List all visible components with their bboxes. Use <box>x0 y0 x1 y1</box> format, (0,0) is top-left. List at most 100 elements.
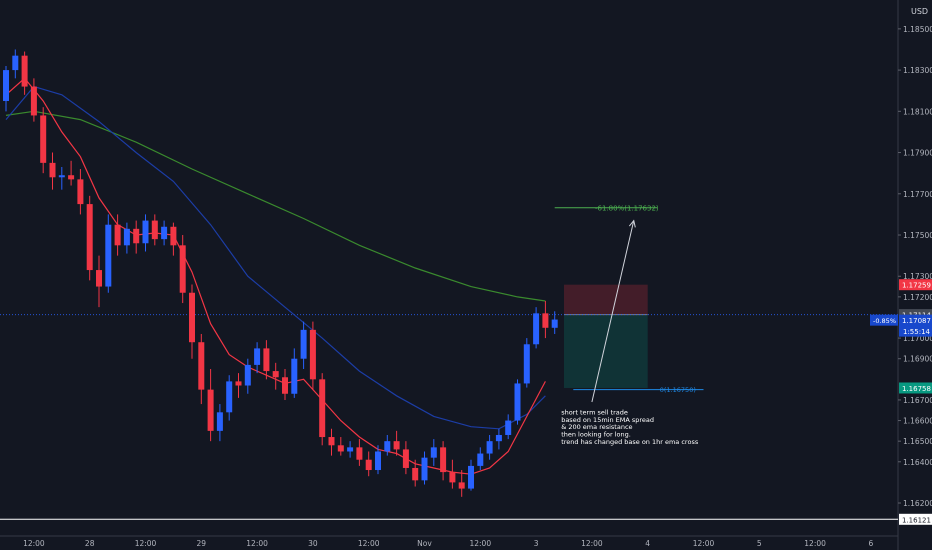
candle-body <box>161 226 168 240</box>
position-zones[interactable] <box>564 284 648 388</box>
price-tick-label: 1.17200 <box>903 293 932 302</box>
candle-body <box>170 226 177 246</box>
candle-body <box>49 162 56 178</box>
candle-body <box>542 313 549 328</box>
candle-body <box>282 377 288 394</box>
candles <box>3 49 558 497</box>
candle-body <box>207 389 214 431</box>
price-tick-label: 1.17000 <box>903 334 932 343</box>
ema-mid-line <box>5 85 546 430</box>
price-tick-label: 1.17700 <box>903 190 932 199</box>
candle-body <box>12 55 19 71</box>
stop-price-label: 1.17259 <box>902 282 931 290</box>
time-tick-label: 12:00 <box>246 539 268 548</box>
candle-body <box>440 447 447 473</box>
time-tick-label: 12:00 <box>581 539 603 548</box>
candle-body <box>272 371 279 378</box>
candle-body <box>421 457 428 481</box>
candle-body <box>486 441 493 454</box>
candle-body <box>114 224 121 246</box>
indicator-lines <box>0 77 898 520</box>
time-tick-label: 5 <box>757 539 762 548</box>
candle-body <box>430 447 437 458</box>
candle-body <box>309 329 316 380</box>
time-tick-label: 12:00 <box>358 539 380 548</box>
candle-body <box>495 434 502 442</box>
candle-body <box>198 342 205 390</box>
time-tick-label: 3 <box>534 539 539 548</box>
currency-label[interactable]: USD <box>911 7 928 16</box>
price-tick-label: 1.18500 <box>903 25 932 34</box>
candle-body <box>458 482 465 489</box>
target-price-label-bg <box>899 382 932 394</box>
ema-slow-line <box>5 110 546 302</box>
candle-body <box>551 319 558 328</box>
price-tick-label: 1.18300 <box>903 66 932 75</box>
current-price-label: 1.17087 <box>902 317 931 325</box>
time-tick-label: 12:00 <box>135 539 157 548</box>
hline-price-label: 1.16121 <box>902 516 931 524</box>
price-tick-label: 1.18100 <box>903 107 932 116</box>
time-tick-label: 28 <box>85 539 95 548</box>
price-axis: 1.18500 1.18300 1.18100 1.17900 1.17700 1.175… <box>897 0 932 550</box>
price-tick-label: 1.16400 <box>903 458 932 467</box>
price-tick-label: 1.16600 <box>903 417 932 426</box>
candle-body <box>263 348 270 372</box>
candle-body <box>105 224 112 287</box>
price-tick-label: 1.16500 <box>903 437 932 446</box>
candle-body <box>449 472 456 483</box>
time-tick-label: 12:00 <box>693 539 715 548</box>
candle-body <box>347 447 354 452</box>
candle-body <box>533 313 540 345</box>
candle-body <box>393 441 400 450</box>
hline-price-label-bg <box>899 513 932 525</box>
drawings[interactable]: -61.80%(1.17632) 0(1.16750) short term sel… <box>554 204 704 446</box>
candle-body <box>216 412 223 431</box>
candle-body <box>505 420 512 435</box>
countdown-label: 1:55:14 <box>903 328 931 336</box>
candle-body <box>244 364 251 386</box>
candle-body <box>514 383 521 421</box>
change-badge-bg <box>870 314 898 326</box>
candle-body <box>291 358 298 394</box>
candle-body <box>123 228 130 246</box>
target-price-label: 1.16758 <box>902 385 931 393</box>
annotation-line: trend has changed base on 1hr ema cross <box>561 438 699 446</box>
candle-body <box>300 329 307 359</box>
candle-body <box>365 459 372 471</box>
candle-body <box>356 447 363 460</box>
arrow-line[interactable] <box>591 220 635 403</box>
candle-body <box>21 55 28 87</box>
time-tick-label: 29 <box>197 539 207 548</box>
time-tick-label: 12:00 <box>23 539 45 548</box>
candle-body <box>3 70 9 102</box>
price-tick-label: 1.16700 <box>903 396 932 405</box>
take-profit-zone[interactable] <box>564 314 648 388</box>
candle-body <box>375 451 381 471</box>
ema-fast-line <box>5 77 546 475</box>
change-badge: -0.85% <box>873 317 896 325</box>
candle-body <box>30 86 37 116</box>
candle-body <box>77 179 84 205</box>
candle-body <box>337 445 344 452</box>
time-tick-label: 30 <box>308 539 318 548</box>
annotation-line: short term sell trade <box>561 408 628 416</box>
time-tick-label: 4 <box>645 539 650 548</box>
annotation-line: then looking for long. <box>561 431 631 439</box>
candle-body <box>68 175 75 180</box>
candle-body <box>402 449 409 468</box>
candle-body <box>235 381 242 386</box>
time-tick-label: 6 <box>869 539 874 548</box>
candle-body <box>86 204 93 271</box>
annotation-line: & 200 ema resistance <box>561 423 632 431</box>
entry-price-label-bg <box>899 309 932 321</box>
price-tick-label: 1.17500 <box>903 231 932 240</box>
candle-body <box>412 467 419 481</box>
current-price-label-bg <box>899 314 932 337</box>
candle-body <box>477 453 484 466</box>
candle-body <box>523 344 530 384</box>
stop-loss-zone[interactable] <box>564 284 648 315</box>
annotation-line: based on 15min EMA spread <box>561 416 654 424</box>
candle-body <box>96 270 102 287</box>
